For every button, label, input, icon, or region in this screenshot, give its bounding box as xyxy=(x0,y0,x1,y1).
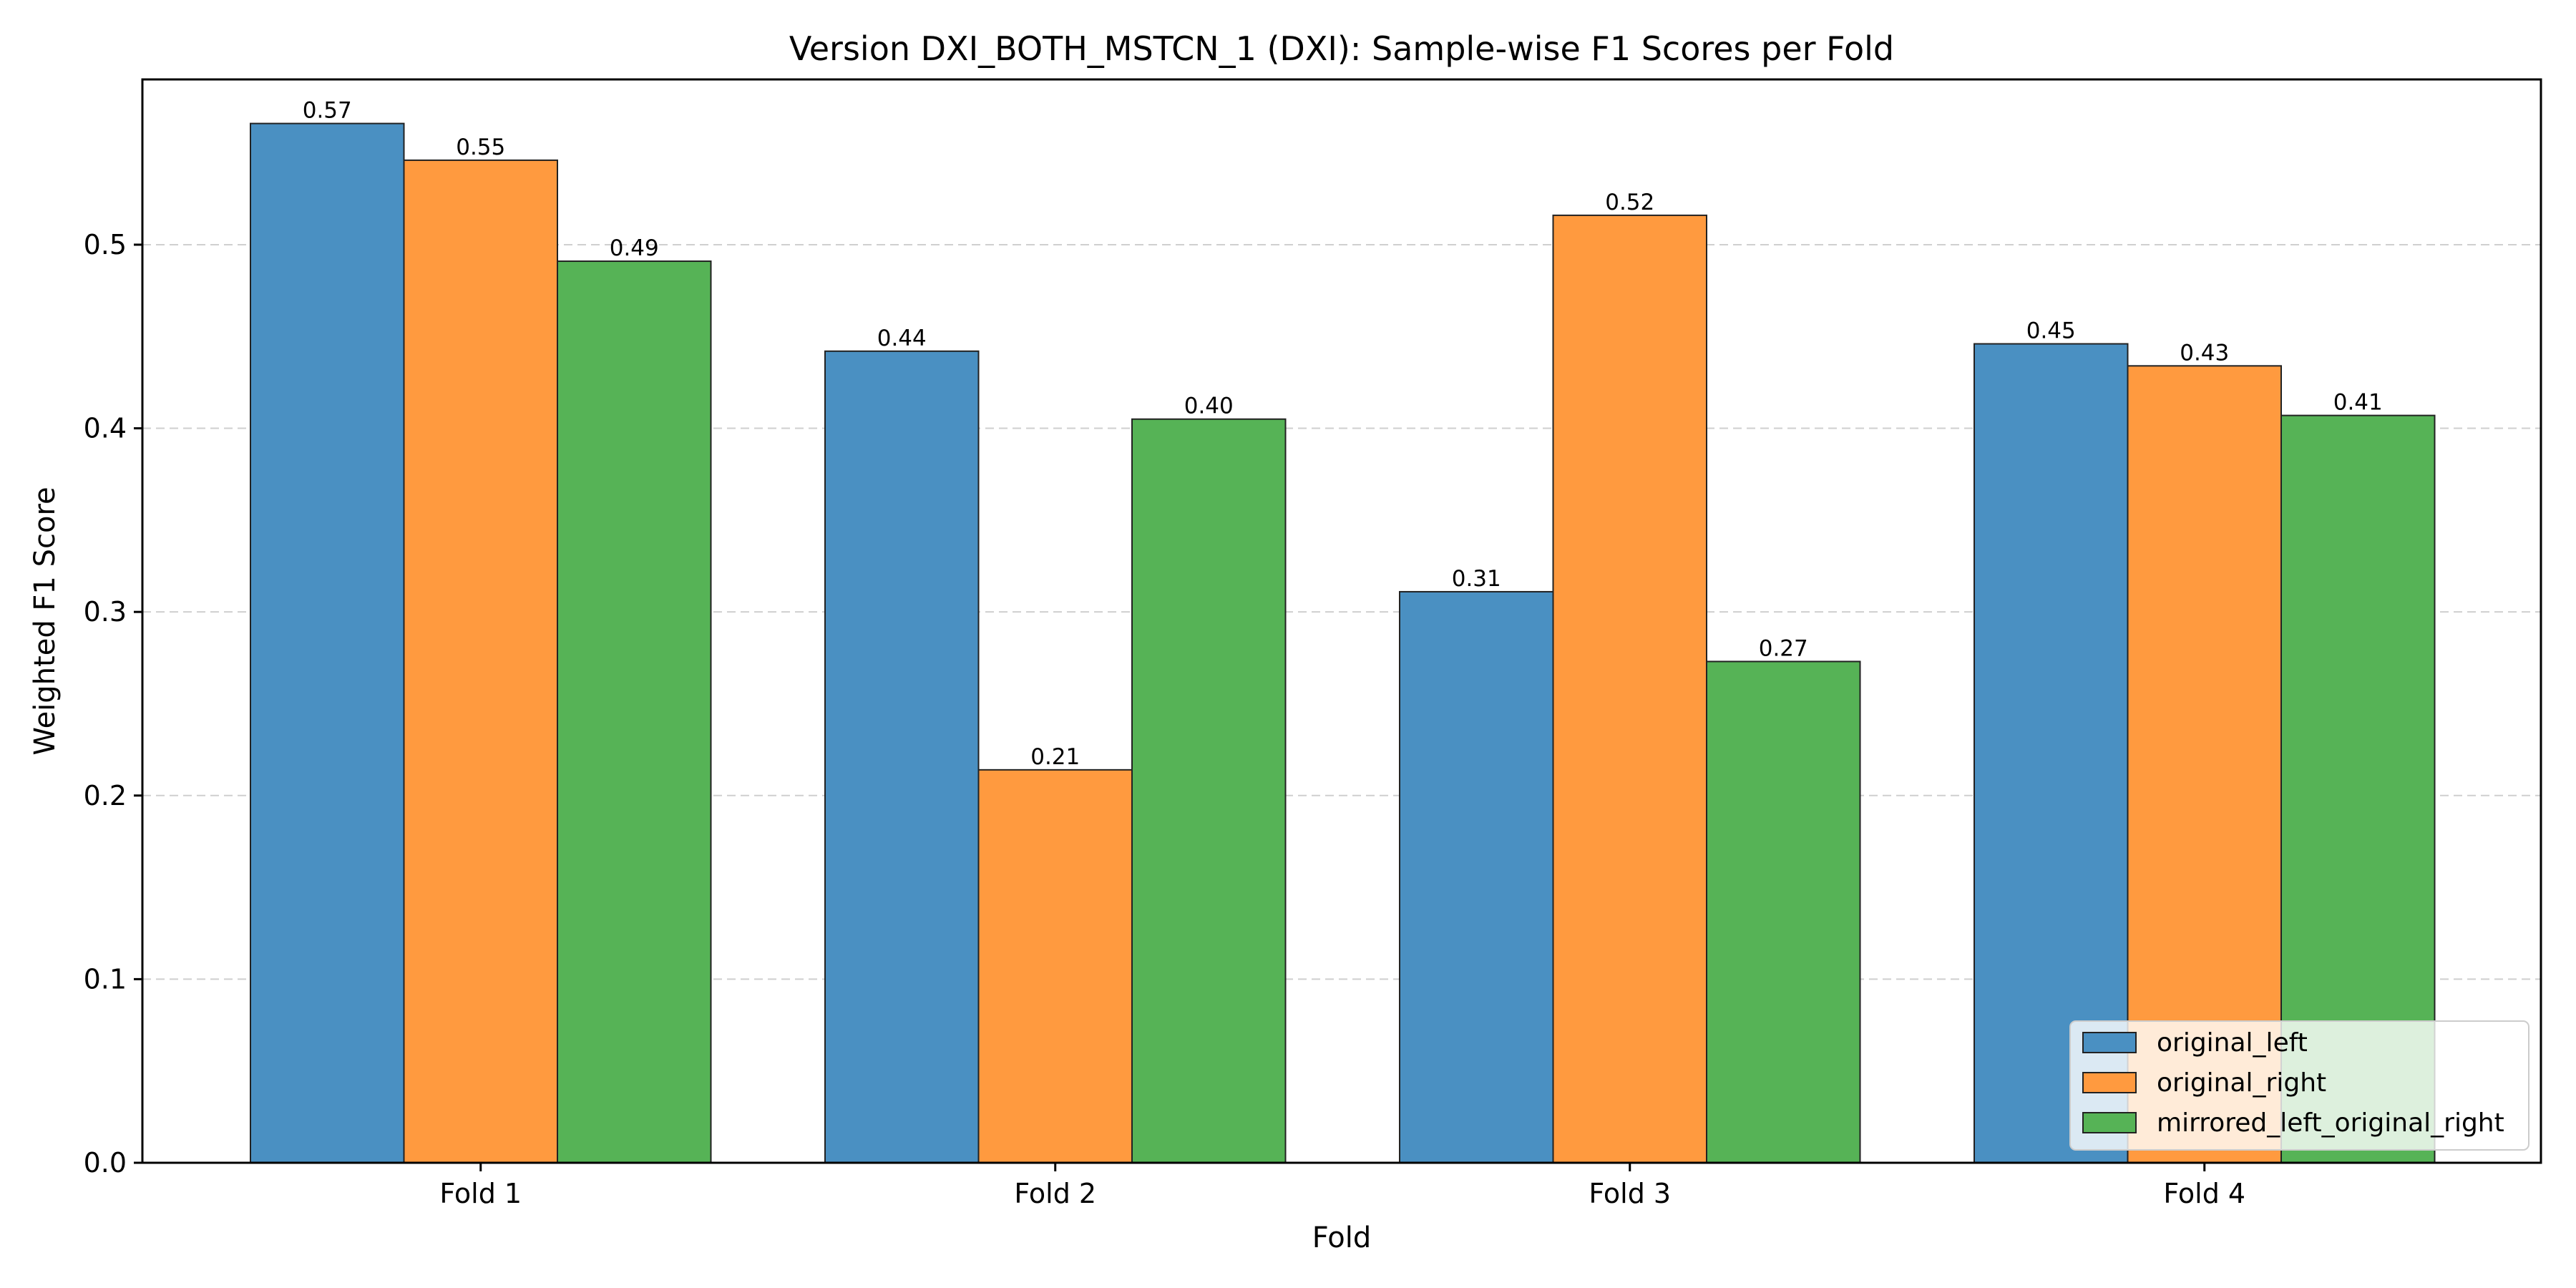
bar-original_left xyxy=(824,350,980,1163)
legend-label: mirrored_left_original_right xyxy=(2157,1108,2504,1138)
y-tick-label: 0.1 xyxy=(84,963,127,995)
bar-original_right xyxy=(1552,214,1707,1164)
legend-label: original_right xyxy=(2157,1068,2326,1098)
y-axis-label: Weighted F1 Score xyxy=(29,487,62,755)
x-tick-label: Fold 1 xyxy=(439,1178,522,1209)
x-tick-label: Fold 3 xyxy=(1589,1178,1671,1209)
bar-value-label: 0.57 xyxy=(303,98,352,124)
bar-original_right xyxy=(977,769,1133,1163)
bar-original_left xyxy=(1399,590,1554,1163)
bar-original_right xyxy=(403,159,558,1164)
bar-value-label: 0.49 xyxy=(610,235,659,261)
legend: original_left original_right mirrored_left… xyxy=(2069,1020,2529,1151)
y-tick-label: 0.2 xyxy=(84,780,127,811)
x-tick-label: Fold 2 xyxy=(1014,1178,1096,1209)
bar-value-label: 0.41 xyxy=(2333,390,2383,416)
bar-value-label: 0.43 xyxy=(2180,340,2229,366)
bar-mirrored_left_original_right xyxy=(1131,418,1287,1164)
plot-frame xyxy=(141,78,2542,1164)
bar-value-label: 0.55 xyxy=(456,135,505,160)
bar-mirrored_left_original_right xyxy=(557,260,712,1163)
bar-value-label: 0.45 xyxy=(2026,318,2076,344)
x-tick-label: Fold 4 xyxy=(2163,1178,2245,1209)
legend-swatch xyxy=(2082,1072,2137,1093)
legend-swatch xyxy=(2082,1032,2137,1053)
bar-value-label: 0.27 xyxy=(1759,635,1808,661)
bar-mirrored_left_original_right xyxy=(1706,660,1861,1163)
x-axis-label: Fold xyxy=(1312,1221,1372,1254)
y-tick-label: 0.3 xyxy=(84,596,127,628)
y-tick-label: 0.5 xyxy=(84,229,127,260)
bar-value-label: 0.44 xyxy=(877,326,927,351)
x-axis-ticks: Fold 1 Fold 2 Fold 3 Fold 4 xyxy=(439,1163,2245,1209)
bar-original_left xyxy=(250,122,405,1164)
bar-value-labels: 0.57 0.44 0.31 0.45 0.55 0.21 0.52 0.43 0.49 0.40… xyxy=(303,98,2383,770)
legend-box xyxy=(2069,1020,2529,1151)
y-axis-ticks: 0.0 0.1 0.2 0.3 0.4 0.5 xyxy=(84,229,142,1179)
bar-value-label: 0.21 xyxy=(1030,744,1080,770)
legend-swatch xyxy=(2082,1112,2137,1133)
bar-value-label: 0.52 xyxy=(1605,190,1654,215)
chart-title: Version DXI_BOTH_MSTCN_1 (DXI): Sample-w… xyxy=(789,29,1894,68)
legend-label: original_left xyxy=(2157,1028,2308,1058)
bar-value-label: 0.40 xyxy=(1184,394,1234,419)
bar-value-label: 0.31 xyxy=(1452,566,1501,592)
y-tick-label: 0.4 xyxy=(84,413,127,444)
bars xyxy=(250,122,2436,1164)
y-tick-label: 0.0 xyxy=(84,1147,127,1179)
